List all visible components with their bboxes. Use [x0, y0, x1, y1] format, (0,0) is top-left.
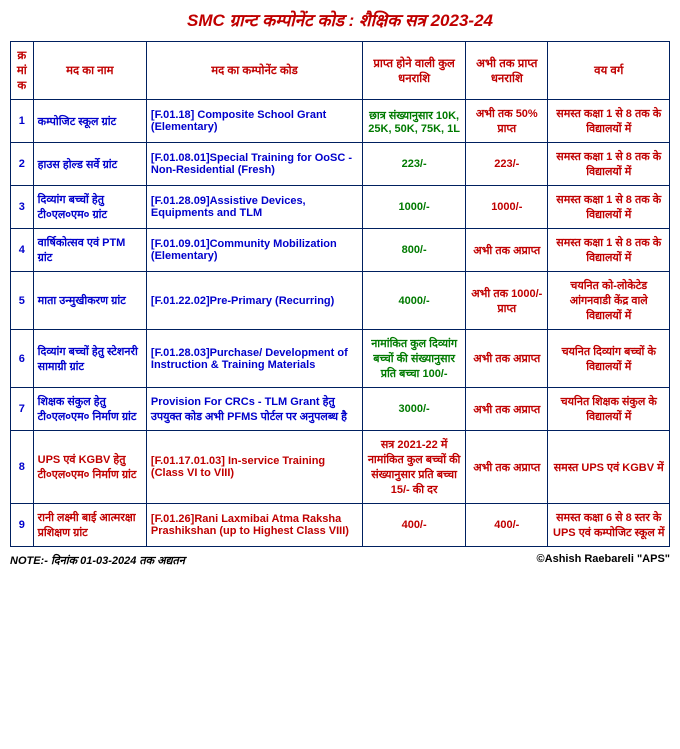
cell-sn: 4 — [11, 229, 34, 272]
table-row: 7शिक्षक संकुल हेतु टी०एल०एम० निर्माण ग्र… — [11, 388, 670, 431]
cell-amount: नामांकित कुल दिव्यांग बच्चों की संख्यानु… — [363, 330, 466, 388]
cell-amount: 223/- — [363, 143, 466, 186]
cell-age: समस्त कक्षा 1 से 8 तक के विद्यालयों में — [548, 100, 670, 143]
th-age: वय वर्ग — [548, 42, 670, 100]
cell-code: [F.01.22.02]Pre-Primary (Recurring) — [146, 272, 362, 330]
cell-recv: 223/- — [466, 143, 548, 186]
cell-recv: अभी तक अप्राप्त — [466, 388, 548, 431]
footer-note: NOTE:- दिनांक 01-03-2024 तक अद्यतन — [10, 553, 185, 568]
footer: NOTE:- दिनांक 01-03-2024 तक अद्यतन ©Ashi… — [10, 553, 670, 568]
th-sn: क्रमांक — [11, 42, 34, 100]
cell-sn: 3 — [11, 186, 34, 229]
cell-age: समस्त कक्षा 1 से 8 तक के विद्यालयों में — [548, 229, 670, 272]
cell-recv: 1000/- — [466, 186, 548, 229]
th-recv: अभी तक प्राप्त धनराशि — [466, 42, 548, 100]
table-row: 2हाउस होल्ड सर्वे ग्रांट[F.01.08.01]Spec… — [11, 143, 670, 186]
cell-recv: अभी तक 1000/- प्राप्त — [466, 272, 548, 330]
cell-sn: 6 — [11, 330, 34, 388]
cell-code: Provision For CRCs - TLM Grant हेतु उपयु… — [146, 388, 362, 431]
cell-name: कम्पोजिट स्कूल ग्रांट — [33, 100, 146, 143]
table-row: 8UPS एवं KGBV हेतु टी०एल०एम० निर्माण ग्र… — [11, 431, 670, 504]
cell-recv: अभी तक अप्राप्त — [466, 229, 548, 272]
cell-code: [F.01.08.01]Special Training for OoSC - … — [146, 143, 362, 186]
cell-code: [F.01.28.03]Purchase/ Development of Ins… — [146, 330, 362, 388]
cell-amount: 800/- — [363, 229, 466, 272]
cell-amount: सत्र 2021-22 में नामांकित कुल बच्चों की … — [363, 431, 466, 504]
cell-name: वार्षिकोत्सव एवं PTM ग्रांट — [33, 229, 146, 272]
cell-code: [F.01.26]Rani Laxmibai Atma Raksha Prash… — [146, 504, 362, 547]
cell-name: शिक्षक संकुल हेतु टी०एल०एम० निर्माण ग्रा… — [33, 388, 146, 431]
cell-amount: 3000/- — [363, 388, 466, 431]
table-row: 4वार्षिकोत्सव एवं PTM ग्रांट[F.01.09.01]… — [11, 229, 670, 272]
table-row: 1कम्पोजिट स्कूल ग्रांट[F.01.18] Composit… — [11, 100, 670, 143]
cell-recv: अभी तक 50% प्राप्त — [466, 100, 548, 143]
footer-credit: ©Ashish Raebareli "APS" — [537, 553, 670, 568]
table-row: 5माता उन्मुखीकरण ग्रांट[F.01.22.02]Pre-P… — [11, 272, 670, 330]
cell-age: चयनित दिव्यांग बच्चों के विद्यालयों में — [548, 330, 670, 388]
cell-age: समस्त कक्षा 1 से 8 तक के विद्यालयों में — [548, 186, 670, 229]
cell-sn: 5 — [11, 272, 34, 330]
th-code: मद का कम्पोनेंट कोड — [146, 42, 362, 100]
cell-code: [F.01.18] Composite School Grant (Elemen… — [146, 100, 362, 143]
cell-code: [F.01.17.01.03] In-service Training (Cla… — [146, 431, 362, 504]
th-name: मद का नाम — [33, 42, 146, 100]
cell-code: [F.01.28.09]Assistive Devices, Equipment… — [146, 186, 362, 229]
cell-recv: अभी तक अप्राप्त — [466, 330, 548, 388]
cell-name: दिव्यांग बच्चों हेतु टी०एल०एम० ग्रांट — [33, 186, 146, 229]
cell-recv: अभी तक अप्राप्त — [466, 431, 548, 504]
cell-name: हाउस होल्ड सर्वे ग्रांट — [33, 143, 146, 186]
cell-name: माता उन्मुखीकरण ग्रांट — [33, 272, 146, 330]
cell-sn: 7 — [11, 388, 34, 431]
page-title: SMC ग्रान्ट कम्पोनेंट कोड : शैक्षिक सत्र… — [10, 8, 670, 31]
cell-amount: 400/- — [363, 504, 466, 547]
table-row: 6दिव्यांग बच्चों हेतु स्टेशनरी सामाग्री … — [11, 330, 670, 388]
th-amount: प्राप्त होने वाली कुल धनराशि — [363, 42, 466, 100]
cell-age: चयनित को-लोकेटेड आंगनवाडी केंद्र वाले वि… — [548, 272, 670, 330]
cell-sn: 8 — [11, 431, 34, 504]
cell-amount: 4000/- — [363, 272, 466, 330]
cell-age: समस्त कक्षा 6 से 8 स्तर के UPS एवं कम्पो… — [548, 504, 670, 547]
cell-sn: 2 — [11, 143, 34, 186]
cell-name: UPS एवं KGBV हेतु टी०एल०एम० निर्माण ग्रा… — [33, 431, 146, 504]
cell-amount: 1000/- — [363, 186, 466, 229]
table-row: 9रानी लक्ष्मी बाई आत्मरक्षा प्रशिक्षण ग्… — [11, 504, 670, 547]
cell-sn: 9 — [11, 504, 34, 547]
cell-sn: 1 — [11, 100, 34, 143]
table-row: 3दिव्यांग बच्चों हेतु टी०एल०एम० ग्रांट[F… — [11, 186, 670, 229]
cell-recv: 400/- — [466, 504, 548, 547]
cell-age: समस्त कक्षा 1 से 8 तक के विद्यालयों में — [548, 143, 670, 186]
table-body: 1कम्पोजिट स्कूल ग्रांट[F.01.18] Composit… — [11, 100, 670, 547]
cell-code: [F.01.09.01]Community Mobilization (Elem… — [146, 229, 362, 272]
cell-amount: छात्र संख्यानुसार 10K, 25K, 50K, 75K, 1L — [363, 100, 466, 143]
cell-name: रानी लक्ष्मी बाई आत्मरक्षा प्रशिक्षण ग्र… — [33, 504, 146, 547]
cell-name: दिव्यांग बच्चों हेतु स्टेशनरी सामाग्री ग… — [33, 330, 146, 388]
cell-age: समस्त UPS एवं KGBV में — [548, 431, 670, 504]
header-row: क्रमांक मद का नाम मद का कम्पोनेंट कोड प्… — [11, 42, 670, 100]
cell-age: चयनित शिक्षक संकुल के विद्यालयों में — [548, 388, 670, 431]
grant-table: क्रमांक मद का नाम मद का कम्पोनेंट कोड प्… — [10, 41, 670, 547]
